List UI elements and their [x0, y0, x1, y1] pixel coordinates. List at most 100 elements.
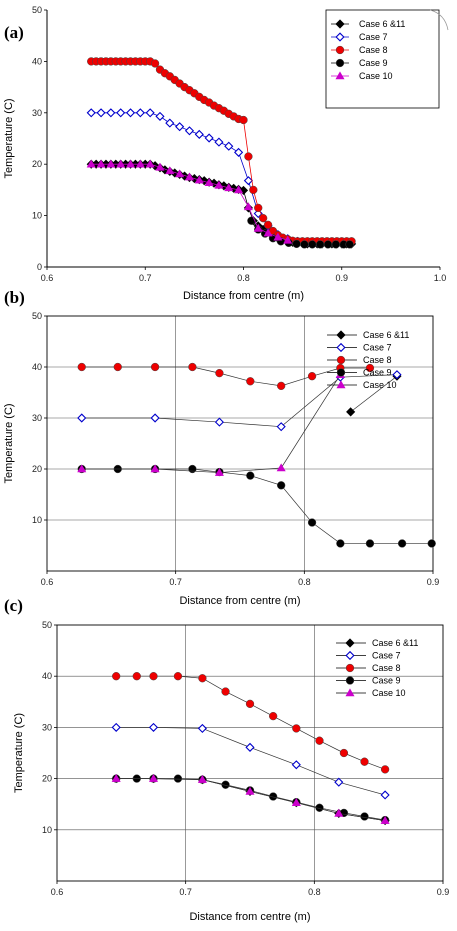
series-line — [116, 727, 386, 796]
legend-label: Case 6 &11 — [363, 330, 409, 340]
marker-s4-p9 — [175, 169, 185, 178]
marker-s1-p15 — [234, 147, 244, 157]
marker-s1-p0 — [111, 722, 121, 732]
marker-s3-p3 — [188, 464, 197, 474]
series-line — [81, 366, 370, 387]
marker-s1-p0 — [77, 413, 87, 423]
marker-s2-p2 — [149, 672, 158, 681]
marker-s1-p5 — [135, 108, 145, 118]
series-case-7 — [111, 722, 390, 800]
marker-s1-p6 — [380, 790, 390, 800]
y-tick-label: 40 — [32, 56, 42, 66]
legend-label: Case 6 &11 — [372, 638, 418, 648]
axis-frame — [46, 315, 434, 572]
series-line — [350, 375, 398, 413]
marker-s3-p10 — [397, 539, 407, 548]
marker-s1-p5 — [334, 777, 344, 787]
marker-s1-p7 — [155, 111, 165, 121]
legend: Case 6 &11 Case 7 Case 8 Case 9 Case 10 — [325, 9, 440, 109]
panel-label: (c) — [4, 596, 23, 615]
series-line — [91, 163, 352, 245]
marker-s2-p35 — [259, 214, 268, 223]
marker-s1-p8 — [165, 118, 175, 128]
marker-s4-p14 — [224, 183, 234, 192]
marker-s2-p6 — [245, 699, 255, 708]
axis-frame — [56, 624, 444, 882]
y-tick-label: 10 — [32, 211, 42, 221]
x-tick-label: 0.9 — [437, 887, 450, 897]
series-line — [91, 112, 347, 243]
panel-b: 0.6 0.7 0.8 0.9 10 20 30 40 50 Distance from cent… — [3, 288, 439, 607]
marker-s3-p10 — [323, 240, 333, 249]
marker-s2-p32 — [244, 152, 253, 161]
series-case-7 — [77, 370, 402, 432]
marker-s4-p6 — [145, 159, 155, 168]
marker-s2-p9 — [315, 736, 324, 745]
marker-s4-p16 — [243, 202, 253, 211]
marker-s2-p34 — [254, 203, 263, 213]
panel-label: (a) — [4, 23, 24, 42]
legend-box — [325, 9, 440, 109]
marker-s4-p3 — [116, 159, 126, 168]
marker-s2-plegend — [336, 355, 346, 365]
marker-s1-p12 — [204, 133, 214, 143]
legend-label: Case 9 — [372, 676, 401, 686]
marker-s2-p11 — [360, 757, 369, 766]
x-tick-label: 0.7 — [179, 887, 192, 897]
x-tick-label: 0.7 — [169, 577, 182, 587]
marker-s4-p1 — [150, 464, 160, 473]
marker-s4-p4 — [291, 798, 301, 806]
marker-s0-p25 — [209, 178, 219, 188]
panel-c: 0.6 0.7 0.8 0.9 10 20 30 40 50 Distance from cent… — [4, 596, 449, 923]
y-tick-label: 50 — [42, 620, 52, 630]
x-tick-label: 0.7 — [139, 273, 152, 283]
marker-s3-plegend — [336, 368, 346, 377]
marker-s3-p5 — [246, 471, 255, 480]
marker-s3-p9 — [365, 539, 375, 548]
marker-s0-p23 — [199, 176, 209, 186]
marker-s3-p0 — [247, 216, 256, 225]
marker-s1-plegend — [345, 650, 355, 661]
legend-label: Case 7 — [372, 651, 401, 661]
marker-s4-p7 — [155, 162, 165, 171]
marker-s1-p2 — [106, 108, 116, 118]
series-line — [116, 778, 386, 821]
marker-s3-p6 — [292, 239, 301, 249]
marker-s2-p4 — [215, 368, 224, 378]
marker-s3-p11 — [427, 539, 436, 548]
marker-s4-p2 — [106, 159, 116, 168]
marker-s1-p3 — [276, 422, 286, 432]
marker-s2-p3 — [188, 362, 197, 372]
series-case-8 — [77, 362, 375, 391]
x-tick-label: 0.8 — [298, 577, 311, 587]
marker-s2-p31 — [239, 115, 248, 125]
legend-label: Case 9 — [363, 368, 392, 378]
marker-s1-plegend — [335, 32, 345, 42]
marker-s4-p1 — [148, 773, 159, 782]
marker-s4-p12 — [204, 178, 214, 187]
marker-s2-plegend — [335, 45, 345, 55]
marker-s4-p0 — [111, 773, 121, 782]
marker-s2-p9 — [365, 363, 375, 373]
marker-s4-p20 — [283, 235, 293, 244]
marker-s4-plegend — [336, 380, 346, 389]
marker-s1-p2 — [197, 723, 207, 734]
marker-s4-p0 — [86, 159, 96, 168]
y-tick-label: 50 — [32, 5, 42, 15]
marker-s3-p13 — [345, 240, 354, 249]
y-axis-label: Temperature (C) — [13, 713, 25, 793]
marker-s1-p16 — [243, 176, 253, 186]
marker-s1-p4 — [291, 760, 301, 770]
series-case-9 — [77, 464, 436, 548]
marker-s1-p2 — [214, 417, 224, 427]
marker-s3-p11 — [331, 240, 341, 249]
y-tick-label: 10 — [32, 515, 42, 525]
panel-label: (b) — [4, 288, 25, 307]
marker-s3-p7 — [300, 240, 309, 249]
marker-s4-p3 — [245, 786, 255, 795]
marker-s3-plegend — [335, 58, 345, 68]
marker-s4-p2 — [214, 467, 224, 476]
marker-s4-p13 — [214, 180, 224, 189]
series-case-10 — [111, 773, 390, 824]
legend-label: Case 8 — [359, 45, 388, 55]
